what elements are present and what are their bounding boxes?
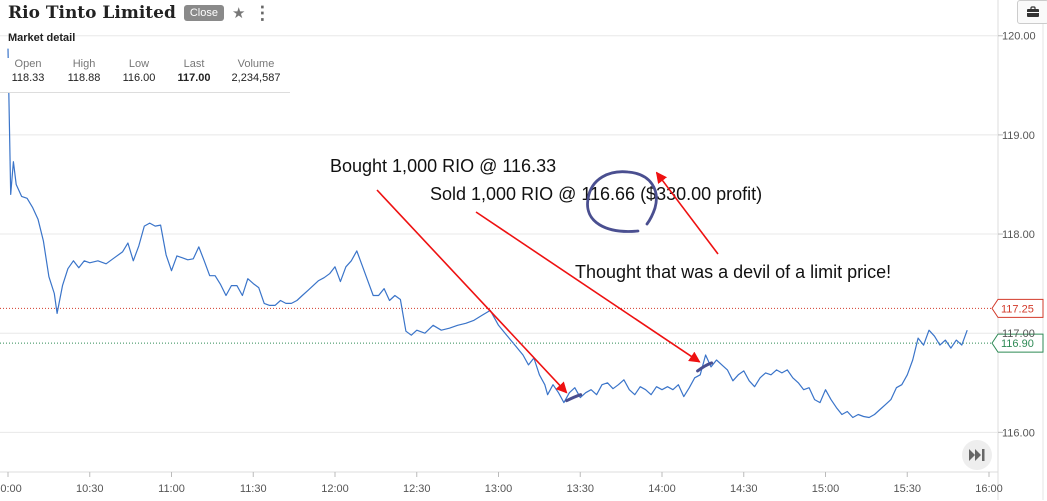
price-tag: 117.25 bbox=[991, 298, 1044, 318]
y-axis: 116.00 117.00 118.00 119.00 120.00 bbox=[998, 31, 1036, 439]
x-tick-label: 11:30 bbox=[240, 483, 267, 495]
briefcase-icon[interactable] bbox=[1017, 0, 1047, 24]
stat-high: High 118.88 bbox=[64, 58, 104, 84]
stat-label: High bbox=[72, 58, 96, 70]
stat-value: 118.88 bbox=[67, 72, 101, 84]
x-tick-label: 14:00 bbox=[648, 483, 676, 495]
x-tick-label: 16:00 bbox=[975, 483, 1003, 495]
x-tick-label: 13:00 bbox=[485, 483, 513, 495]
x-tick-label: 15:00 bbox=[812, 483, 840, 495]
market-stats: Open 118.33 High 118.88 Low 116.00 Last … bbox=[0, 58, 290, 93]
comment-arrow bbox=[655, 171, 719, 255]
sell-marker bbox=[696, 361, 714, 373]
stat-value: 118.33 bbox=[11, 72, 45, 84]
y-tick-label: 119.00 bbox=[1002, 130, 1035, 142]
stat-low: Low 116.00 bbox=[119, 58, 159, 84]
stat-label: Volume bbox=[237, 58, 275, 70]
stat-value: 2,234,587 bbox=[231, 72, 281, 84]
bought-arrow bbox=[376, 189, 568, 394]
sold-annotation: Sold 1,000 RIO @ 116.66 ($330.00 profit) bbox=[430, 184, 762, 204]
stat-value: 116.00 bbox=[122, 72, 156, 84]
stat-label: Low bbox=[128, 58, 150, 70]
price-circle bbox=[586, 170, 658, 233]
x-tick-label: 13:30 bbox=[566, 483, 594, 495]
fast-forward-icon[interactable] bbox=[962, 440, 992, 470]
stat-label: Last bbox=[183, 58, 205, 70]
more-menu-icon[interactable]: ⋮ bbox=[253, 3, 272, 23]
instrument-title: Rio Tinto Limited bbox=[8, 3, 176, 23]
x-tick-label: 10:00 bbox=[0, 483, 22, 495]
price-tag-label: 117.25 bbox=[1001, 303, 1034, 315]
stat-open: Open 118.33 bbox=[8, 58, 48, 84]
price-line bbox=[7, 48, 968, 419]
y-tick-label: 116.00 bbox=[1002, 427, 1035, 439]
stat-label: Open bbox=[14, 58, 42, 70]
stat-volume: Volume 2,234,587 bbox=[226, 58, 286, 84]
stat-value: 117.00 bbox=[177, 72, 211, 84]
market-detail-label: Market detail bbox=[8, 32, 76, 44]
price-tag-box bbox=[991, 333, 1044, 353]
price-tag-label: 116.90 bbox=[1001, 338, 1034, 350]
star-icon[interactable]: ★ bbox=[231, 5, 246, 22]
bought-annotation: Bought 1,000 RIO @ 116.33 bbox=[330, 156, 556, 176]
stat-last: Last 117.00 bbox=[174, 58, 214, 84]
close-button[interactable]: Close bbox=[183, 5, 224, 21]
comment-annotation: Thought that was a devil of a limit pric… bbox=[575, 262, 891, 282]
x-tick-label: 11:00 bbox=[158, 483, 185, 495]
sold-arrow bbox=[475, 211, 701, 363]
price-series bbox=[7, 48, 968, 419]
x-tick-label: 12:30 bbox=[403, 483, 431, 495]
y-tick-label: 120.00 bbox=[1002, 31, 1036, 43]
x-tick-label: 12:00 bbox=[321, 483, 349, 495]
annotations: Bought 1,000 RIO @ 116.33 Sold 1,000 RIO … bbox=[330, 156, 891, 403]
x-tick-label: 10:30 bbox=[76, 483, 104, 495]
header: Rio Tinto Limited Close ★ ⋮ bbox=[8, 3, 271, 23]
reference-lines: 117.25 116.90 bbox=[0, 298, 1044, 353]
price-tag-box bbox=[991, 298, 1044, 318]
x-tick-label: 14:30 bbox=[730, 483, 758, 495]
x-tick-label: 15:30 bbox=[893, 483, 921, 495]
buy-marker bbox=[565, 393, 583, 403]
price-tag: 116.90 bbox=[991, 333, 1044, 353]
y-tick-label: 118.00 bbox=[1002, 229, 1035, 241]
x-axis: 10:00 10:30 11:00 11:30 12:00 12:30 13:00 13:30… bbox=[0, 472, 1003, 495]
y-tick-label: 117.00 bbox=[1002, 328, 1035, 340]
